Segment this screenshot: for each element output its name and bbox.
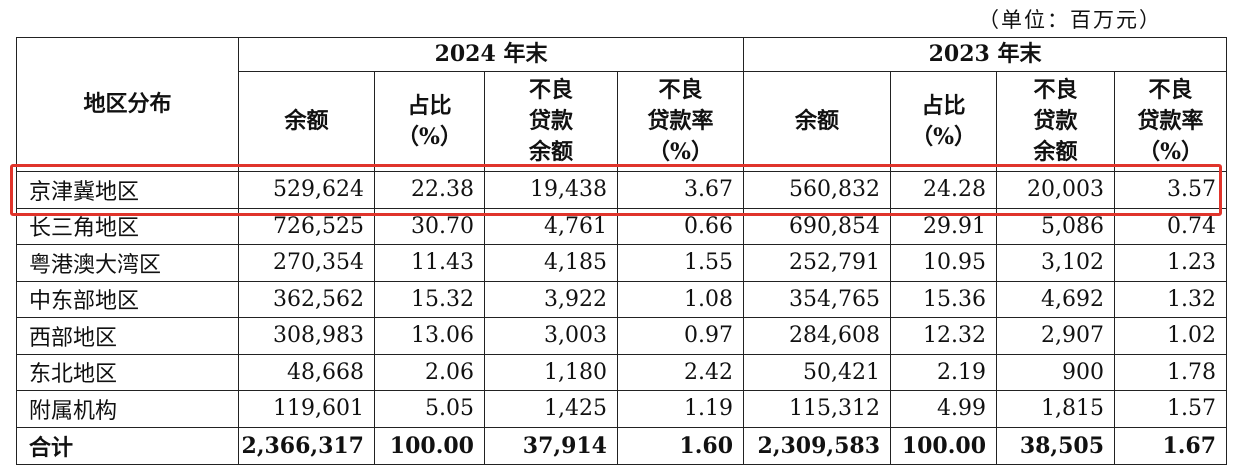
share-cell: 29.91: [890, 207, 998, 245]
balance-cell: 354,765: [743, 280, 892, 318]
npl-balance-cell: 4,185: [484, 244, 618, 282]
balance-header-2024: 余额: [238, 71, 375, 172]
npl-balance-header-2024: 不良 贷款 余额: [484, 71, 618, 172]
npl-ratio-cell: 1.60: [616, 426, 745, 465]
npl-ratio-cell: 0.97: [616, 317, 745, 355]
table-row: 粤港澳大湾区 270,354 11.43 4,185 1.55 252,791 10.95 3…: [16, 244, 1228, 282]
npl-ratio-cell: 1.19: [616, 390, 745, 428]
npl-balance-header-2023: 不良 贷款 余额: [996, 71, 1116, 172]
region-cell: 西部地区: [16, 317, 239, 355]
region-cell: 东北地区: [16, 353, 239, 391]
share-cell: 10.95: [890, 244, 998, 282]
balance-cell: 560,832: [743, 171, 892, 209]
npl-balance-cell: 38,505: [996, 426, 1116, 465]
balance-cell: 308,983: [238, 317, 375, 355]
npl-balance-cell: 3,102: [996, 244, 1116, 282]
share-cell: 12.32: [890, 317, 998, 355]
npl-ratio-cell: 1.55: [616, 244, 745, 282]
column-header-row: 余额 占比 （%） 不良 贷款 余额 不良 贷款率 （%） 余额 占比 （%） 不良 贷款 余额…: [17, 71, 1228, 172]
npl-ratio-cell: 1.32: [1114, 280, 1228, 318]
npl-ratio-cell: 1.78: [1114, 353, 1228, 391]
table-row: 长三角地区 726,525 30.70 4,761 0.66 690,854 29.91 5,…: [16, 207, 1228, 245]
share-cell: 15.36: [890, 280, 998, 318]
npl-ratio-cell: 3.67: [616, 171, 745, 209]
region-cell: 长三角地区: [16, 207, 239, 245]
npl-ratio-cell: 1.23: [1114, 244, 1228, 282]
region-cell: 附属机构: [16, 390, 239, 428]
share-cell: 11.43: [374, 244, 485, 282]
region-cell: 京津冀地区: [16, 171, 239, 209]
share-cell: 13.06: [374, 317, 485, 355]
table-row: 附属机构 119,601 5.05 1,425 1.19 115,312 4.99 1,815…: [16, 390, 1228, 428]
npl-ratio-cell: 1.67: [1114, 426, 1228, 465]
npl-ratio-cell: 1.57: [1114, 390, 1228, 428]
npl-ratio-header-2023: 不良 贷款率 （%）: [1114, 71, 1228, 172]
balance-cell: 252,791: [743, 244, 892, 282]
npl-ratio-cell: 0.74: [1114, 207, 1228, 245]
balance-cell: 270,354: [238, 244, 375, 282]
balance-cell: 48,668: [238, 353, 375, 391]
balance-cell: 362,562: [238, 280, 375, 318]
npl-ratio-cell: 0.66: [616, 207, 745, 245]
npl-balance-cell: 4,761: [484, 207, 618, 245]
year-2023-header: 2023 年末: [743, 37, 1228, 72]
npl-balance-cell: 1,425: [484, 390, 618, 428]
npl-balance-cell: 2,907: [996, 317, 1116, 355]
share-header-2023: 占比 （%）: [890, 71, 998, 172]
share-cell: 24.28: [890, 171, 998, 209]
share-cell: 4.99: [890, 390, 998, 428]
unit-note: （单位：百万元）: [978, 8, 1162, 32]
regional-loan-table: 地区分布 2024 年末 2023 年末 余额 占比 （%） 不良 贷款 余额 不良贷…: [16, 37, 1228, 465]
table-row: 中东部地区 362,562 15.32 3,922 1.08 354,765 15.36 4,…: [16, 280, 1228, 318]
balance-cell: 2,366,317: [238, 426, 375, 465]
table-body: 京津冀地区 529,624 22.38 19,438 3.67 560,832 24.28 2…: [16, 171, 1228, 465]
npl-ratio-header-2024: 不良 贷款率 （%）: [616, 71, 745, 172]
balance-cell: 690,854: [743, 207, 892, 245]
npl-balance-cell: 1,815: [996, 390, 1116, 428]
npl-balance-cell: 1,180: [484, 353, 618, 391]
npl-ratio-cell: 3.57: [1114, 171, 1228, 209]
share-cell: 15.32: [374, 280, 485, 318]
share-cell: 30.70: [374, 207, 485, 245]
balance-header-2023: 余额: [743, 71, 892, 172]
npl-balance-cell: 5,086: [996, 207, 1116, 245]
npl-balance-cell: 19,438: [484, 171, 618, 209]
region-cell: 合计: [16, 426, 239, 465]
share-cell: 22.38: [374, 171, 485, 209]
region-cell: 粤港澳大湾区: [16, 244, 239, 282]
balance-cell: 529,624: [238, 171, 375, 209]
year-2024-header: 2024 年末: [237, 37, 745, 72]
region-cell: 中东部地区: [16, 280, 239, 318]
npl-ratio-cell: 2.42: [616, 353, 745, 391]
npl-balance-cell: 37,914: [484, 426, 618, 465]
share-cell: 100.00: [374, 426, 485, 465]
balance-cell: 726,525: [238, 207, 375, 245]
npl-ratio-cell: 1.02: [1114, 317, 1228, 355]
balance-cell: 50,421: [743, 353, 892, 391]
share-cell: 2.19: [890, 353, 998, 391]
npl-balance-cell: 20,003: [996, 171, 1116, 209]
npl-balance-cell: 900: [996, 353, 1116, 391]
total-row: 合计 2,366,317 100.00 37,914 1.60 2,309,583 100.…: [16, 426, 1228, 465]
region-column-header: 地区分布: [16, 37, 239, 172]
npl-balance-cell: 3,003: [484, 317, 618, 355]
share-cell: 100.00: [890, 426, 998, 465]
npl-ratio-cell: 1.08: [616, 280, 745, 318]
table-row: 东北地区 48,668 2.06 1,180 2.42 50,421 2.19 900 1.78: [16, 353, 1228, 391]
balance-cell: 284,608: [743, 317, 892, 355]
share-cell: 5.05: [374, 390, 485, 428]
table-row: 西部地区 308,983 13.06 3,003 0.97 284,608 12.32 2,9…: [16, 317, 1228, 355]
balance-cell: 2,309,583: [743, 426, 892, 465]
share-header-2024: 占比 （%）: [374, 71, 485, 172]
year-header-row: 地区分布 2024 年末 2023 年末: [16, 37, 1228, 172]
npl-balance-cell: 4,692: [996, 280, 1116, 318]
share-cell: 2.06: [374, 353, 485, 391]
balance-cell: 119,601: [238, 390, 375, 428]
balance-cell: 115,312: [743, 390, 892, 428]
npl-balance-cell: 3,922: [484, 280, 618, 318]
table-row: 京津冀地区 529,624 22.38 19,438 3.67 560,832 24.28 2…: [16, 171, 1228, 209]
